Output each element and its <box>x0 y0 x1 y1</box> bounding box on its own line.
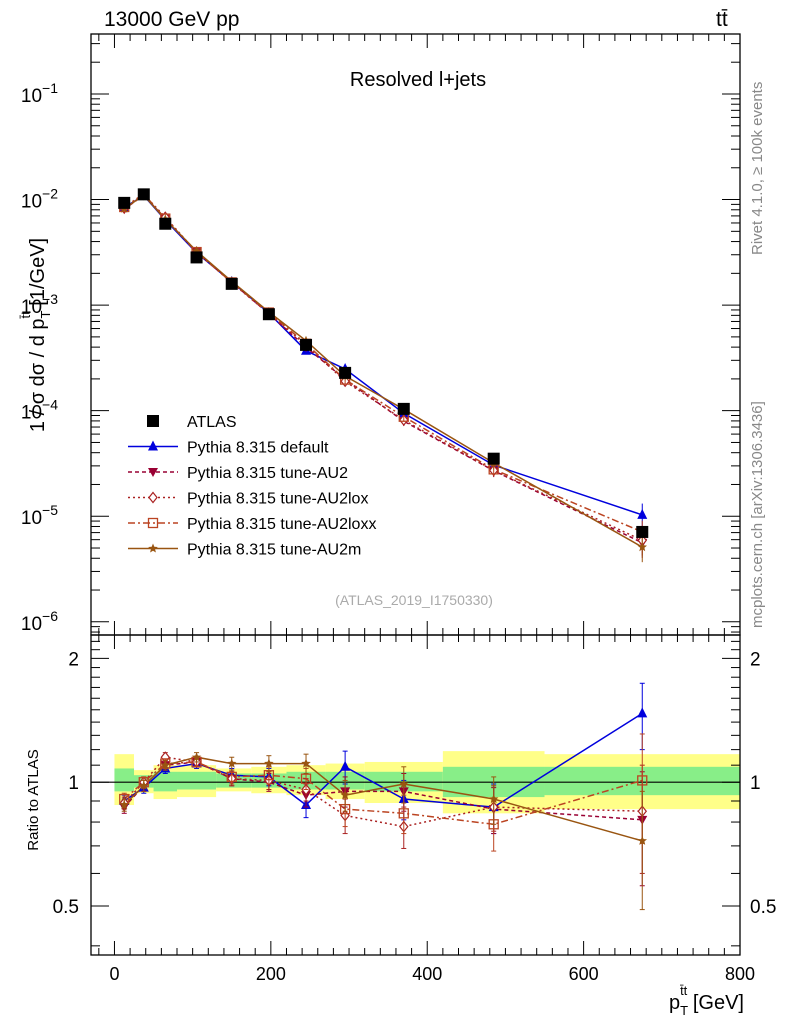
mcplots-label: mcplots.cern.ch [arXiv:1306.3436] <box>749 401 766 628</box>
ratio-tick-label-left: 0.5 <box>53 897 79 918</box>
analysis-id: (ATLAS_2019_I1750330) <box>335 592 493 608</box>
ratio-point-series-4 <box>399 779 409 788</box>
legend-marker <box>148 543 158 553</box>
x-axis-label: pTt̄t [GeV] <box>669 983 744 1018</box>
main-y-axis-label: 1 / σ dσ / d pTt̄t [1/GeV] <box>18 238 53 432</box>
legend-entry: Pythia 8.315 tune-AU2m <box>128 542 361 559</box>
x-tick-label: 0 <box>109 964 119 984</box>
band-green-2 <box>153 771 178 792</box>
ratio-point-series-4 <box>637 835 647 845</box>
legend-label: Pythia 8.315 default <box>187 440 329 457</box>
atlas-data-point <box>300 338 313 351</box>
x-tick-label: 600 <box>569 964 599 984</box>
ratio-panel-frame <box>90 634 741 956</box>
legend-marker <box>147 517 159 529</box>
x-tick-label: 400 <box>412 964 442 984</box>
data-marks <box>118 188 649 911</box>
ratio-point-series-4 <box>139 780 149 790</box>
ratio-tick-label-left: 1 <box>68 773 79 794</box>
process-label: tt̄ <box>716 8 728 31</box>
ratio-point-series-4 <box>301 758 311 768</box>
y-tick-label: 10−4 <box>21 397 58 424</box>
band-green-0 <box>114 768 135 792</box>
chart-title: Resolved l+jets <box>350 69 486 91</box>
legend-label: ATLAS <box>187 414 237 431</box>
x-tick-label: 800 <box>725 964 755 984</box>
energy-label: 13000 GeV pp <box>104 8 239 31</box>
atlas-data-point <box>225 277 238 290</box>
legend: ATLAS Pythia 8.315 default Pythia 8.315 tu… <box>128 414 376 559</box>
legend-label: Pythia 8.315 tune-AU2 <box>187 465 348 482</box>
atlas-data-point <box>262 308 275 321</box>
ratio-point-series-3 <box>300 773 312 784</box>
ratio-point-series-0 <box>637 707 648 718</box>
ratio-point-series-0 <box>340 760 351 771</box>
atlas-data-point <box>118 196 131 209</box>
y-tick-label: 10−5 <box>21 502 58 529</box>
legend-label: Pythia 8.315 tune-AU2lox <box>187 491 368 508</box>
legend-marker <box>148 491 158 504</box>
atlas-data-point <box>397 402 410 415</box>
ratio-point-series-3 <box>398 808 409 819</box>
ratio-point-series-4 <box>264 758 274 768</box>
band-green-3 <box>177 771 217 790</box>
y-tick-label: 10−6 <box>21 608 58 635</box>
legend-label: Pythia 8.315 tune-AU2loxx <box>187 516 376 533</box>
atlas-data-point <box>636 525 649 538</box>
legend-marker <box>148 440 158 451</box>
rivet-version-label: Rivet 4.1.0, ≥ 100k events <box>749 82 766 255</box>
ratio-point-series-4 <box>119 800 129 810</box>
ratio-tick-label-left: 2 <box>68 649 79 670</box>
legend-entry: Pythia 8.315 tune-AU2 <box>128 465 348 482</box>
ratio-point-series-4 <box>227 758 237 768</box>
legend-marker <box>147 415 159 427</box>
x-tick-label: 200 <box>256 964 286 984</box>
ratio-tick-label-right: 1 <box>750 773 761 794</box>
atlas-data-point <box>137 188 150 201</box>
y-tick-label: 10−1 <box>21 80 58 107</box>
ratio-point-series-4 <box>160 760 170 770</box>
atlas-data-point <box>159 217 172 230</box>
legend-marker <box>148 468 158 477</box>
ratio-tick-label-right: 0.5 <box>750 897 776 918</box>
legend-entry: ATLAS <box>147 414 237 431</box>
legend-entry: Pythia 8.315 tune-AU2lox <box>128 491 368 508</box>
ratio-point-series-4 <box>340 790 350 800</box>
ratio-point-series-3 <box>226 771 237 783</box>
atlas-data-point <box>339 366 352 379</box>
ratio-point-series-4 <box>191 752 202 762</box>
atlas-data-point <box>190 251 203 264</box>
main-point-series-4 <box>637 542 647 552</box>
ratio-line-series-2 <box>123 756 643 828</box>
ratio-point-series-3 <box>637 775 648 786</box>
ratio-y-axis-label: Ratio to ATLAS <box>25 749 42 850</box>
y-tick-label: 10−2 <box>21 186 58 213</box>
y-tick-label: 10−3 <box>21 291 58 318</box>
ratio-tick-label-right: 2 <box>750 649 761 670</box>
legend-entry: Pythia 8.315 tune-AU2loxx <box>128 516 376 533</box>
axes: 0 200 400 600 800 10−6 10−5 10−4 10−3 10−2 10−1 0.5… <box>21 33 776 984</box>
ratio-point-series-4 <box>488 794 499 804</box>
legend-entry: Pythia 8.315 default <box>128 440 329 457</box>
legend-label: Pythia 8.315 tune-AU2m <box>187 542 361 559</box>
atlas-data-point <box>487 452 500 465</box>
main-point-series-0 <box>637 508 648 519</box>
